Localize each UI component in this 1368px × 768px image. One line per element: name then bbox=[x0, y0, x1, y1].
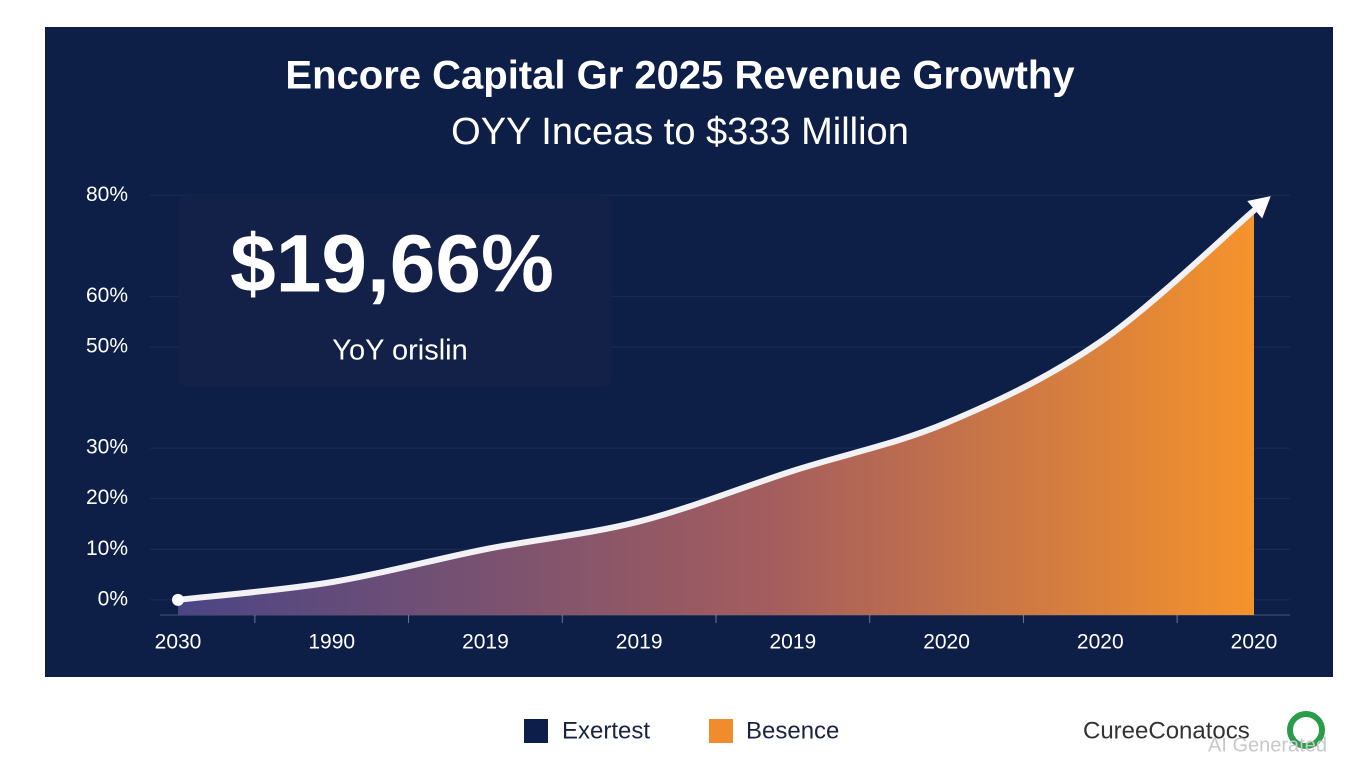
y-tick-label: 10% bbox=[86, 537, 128, 560]
chart-title: Encore Capital Gr 2025 Revenue Growthy bbox=[285, 54, 1075, 98]
start-dot bbox=[172, 593, 184, 606]
y-tick-label: 30% bbox=[86, 436, 128, 459]
y-tick-label: 80% bbox=[86, 183, 128, 206]
x-tick-label: 2030 bbox=[155, 631, 202, 654]
y-tick-label: 0% bbox=[98, 587, 128, 610]
y-tick-label: 60% bbox=[86, 284, 128, 307]
x-tick-label: 2019 bbox=[462, 631, 509, 654]
brand-logo bbox=[1287, 711, 1325, 749]
plot: 0% 10% 20% 30% 50% 60% 80% 2030 1990 2019 2019 2019… bbox=[86, 183, 1290, 654]
x-tick-label: 2019 bbox=[769, 631, 816, 654]
line bbox=[175, 207, 1257, 603]
legend-swatch bbox=[709, 719, 733, 743]
x-tick-label: 1990 bbox=[308, 631, 355, 654]
watermark: AI Generated bbox=[1208, 734, 1327, 756]
chart-subtitle: OYY Inceas to $333 Million bbox=[451, 111, 909, 153]
legend-label: Exertest bbox=[562, 717, 650, 744]
y-tick-label: 20% bbox=[86, 486, 128, 509]
legend-label: Besence bbox=[746, 717, 839, 744]
brand: CureeConatocs bbox=[1083, 717, 1250, 744]
callout-box bbox=[178, 195, 612, 387]
x-tick-label: 2019 bbox=[616, 631, 663, 654]
callout-caption: YoY orislin bbox=[332, 335, 467, 367]
arrow-head bbox=[1247, 196, 1271, 219]
legend: Exertest Besence bbox=[524, 717, 839, 744]
area bbox=[178, 210, 1254, 616]
x-tick-label: 2020 bbox=[1231, 631, 1278, 654]
callout-value: $19,66% bbox=[230, 219, 554, 310]
y-tick-label: 50% bbox=[86, 335, 128, 358]
x-tick-label: 2020 bbox=[923, 631, 970, 654]
legend-swatch bbox=[524, 719, 548, 743]
x-tick-label: 2020 bbox=[1077, 631, 1124, 654]
